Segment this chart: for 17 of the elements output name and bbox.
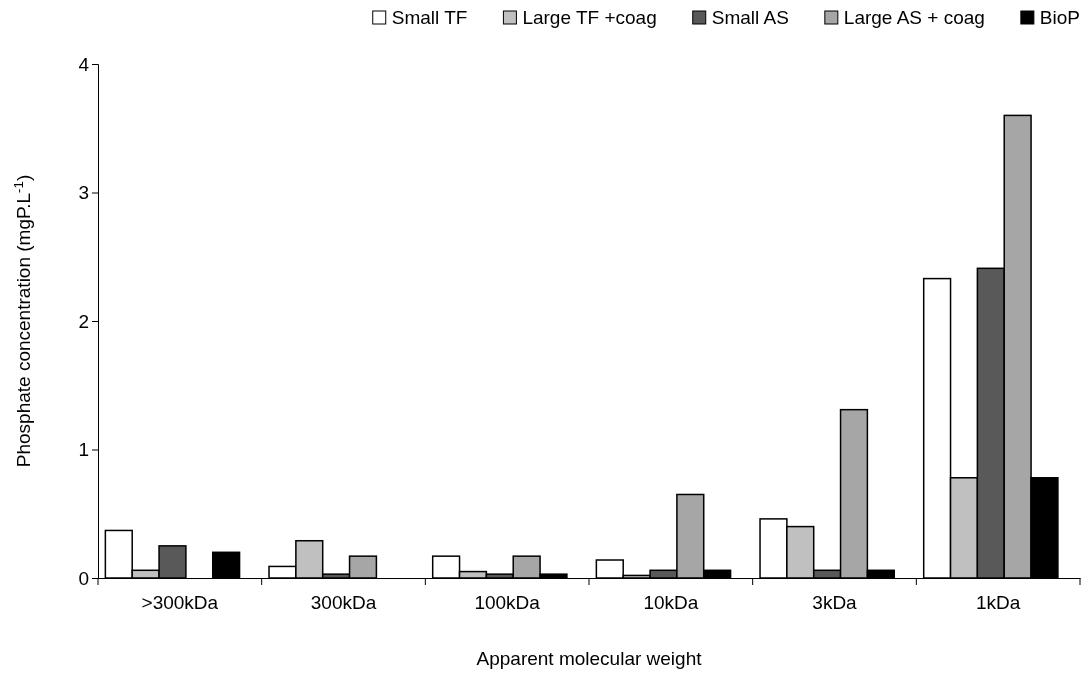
x-tick-label: 10kDa (643, 592, 699, 614)
legend-label: Large AS + coag (843, 7, 985, 28)
legend-label: Small AS (711, 7, 789, 28)
x-tick-label: 300kDa (310, 592, 377, 614)
y-tick-label: 3 (78, 182, 89, 204)
y-tick-label: 1 (78, 439, 89, 461)
x-tick-label: 100kDa (474, 592, 541, 614)
y-tick-label: 0 (78, 567, 89, 589)
y-tick-label: 4 (78, 53, 90, 75)
y-tick-label: 2 (78, 310, 89, 332)
x-tick-label: 1kDa (975, 592, 1021, 614)
x-tick-label: >300kDa (141, 592, 219, 614)
legend-label: Large TF +coag (522, 7, 657, 28)
x-tick-label: 3kDa (812, 592, 858, 614)
legend-label: BioP (1039, 7, 1080, 28)
x-axis-title: Apparent molecular weight (476, 648, 703, 669)
legend-label: Small TF (391, 7, 468, 28)
